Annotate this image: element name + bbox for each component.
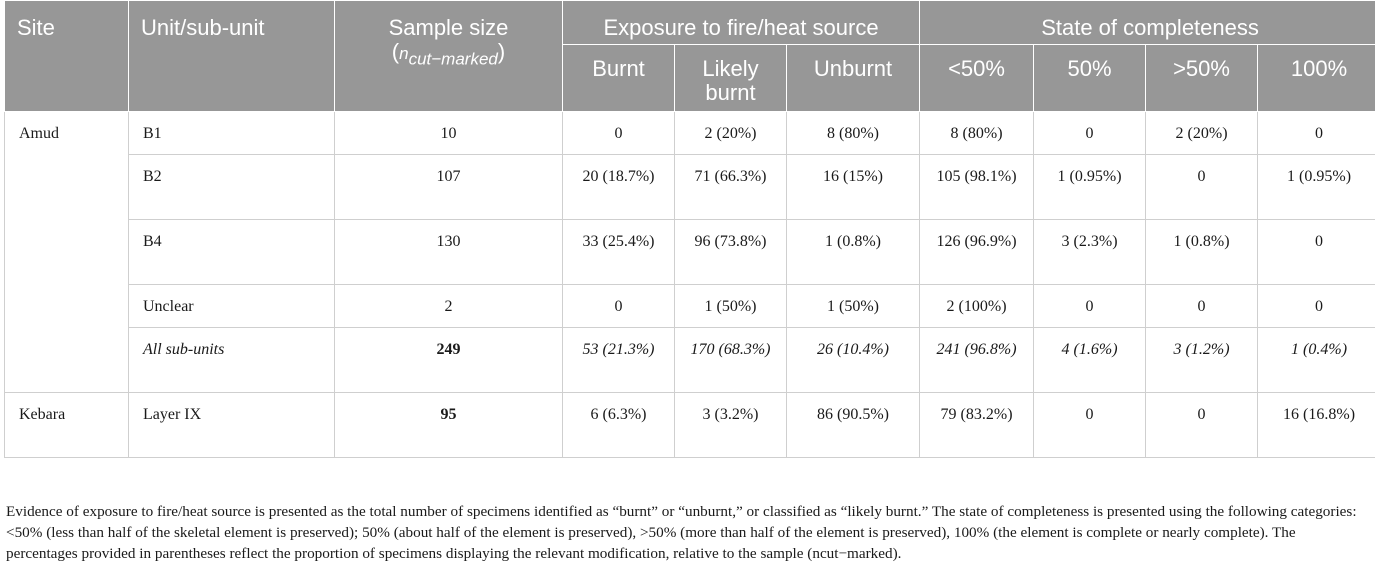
sample-size-cell: 107: [335, 155, 563, 220]
table-footnote: Evidence of exposure to fire/heat source…: [6, 501, 1370, 564]
eq50-cell: 3 (2.3%): [1034, 220, 1146, 285]
table-row: B2 107 20 (18.7%) 71 (66.3%) 16 (15%) 10…: [5, 155, 1375, 220]
unburnt-cell: 1 (0.8%): [787, 220, 920, 285]
unit-cell: All sub-units: [129, 328, 335, 393]
lt50-cell: 2 (100%): [920, 285, 1034, 328]
header-eq50: 50%: [1034, 45, 1146, 112]
sample-size-cell: 10: [335, 112, 563, 155]
header-site: Site: [5, 1, 129, 112]
table-row: Amud B1 10 0 2 (20%) 8 (80%) 8 (80%) 0 2…: [5, 112, 1375, 155]
unit-cell: B4: [129, 220, 335, 285]
eq50-cell: 4 (1.6%): [1034, 328, 1146, 393]
header-completeness-group: State of completeness: [920, 1, 1375, 45]
full-cell: 16 (16.8%): [1258, 393, 1375, 458]
unit-cell: B2: [129, 155, 335, 220]
unit-cell: Layer IX: [129, 393, 335, 458]
burnt-cell: 33 (25.4%): [563, 220, 675, 285]
sample-size-n: n: [399, 44, 408, 63]
unit-cell: Unclear: [129, 285, 335, 328]
gt50-cell: 0: [1146, 285, 1258, 328]
header-likely-burnt: Likely burnt: [675, 45, 787, 112]
eq50-cell: 0: [1034, 112, 1146, 155]
full-cell: 1 (0.95%): [1258, 155, 1375, 220]
unburnt-cell: 16 (15%): [787, 155, 920, 220]
full-cell: 1 (0.4%): [1258, 328, 1375, 393]
gt50-cell: 3 (1.2%): [1146, 328, 1258, 393]
gt50-cell: 2 (20%): [1146, 112, 1258, 155]
burnt-cell: 53 (21.3%): [563, 328, 675, 393]
data-table: Site Unit/sub-unit Sample size (ncut−mar…: [4, 0, 1375, 458]
header-exposure-group: Exposure to fire/heat source: [563, 1, 920, 45]
burnt-cell: 6 (6.3%): [563, 393, 675, 458]
sample-size-cell: 249: [335, 328, 563, 393]
header-full: 100%: [1258, 45, 1375, 112]
table-row: Kebara Layer IX 95 6 (6.3%) 3 (3.2%) 86 …: [5, 393, 1375, 458]
full-cell: 0: [1258, 112, 1375, 155]
gt50-cell: 0: [1146, 393, 1258, 458]
burnt-cell: 0: [563, 285, 675, 328]
likely-burnt-cell: 3 (3.2%): [675, 393, 787, 458]
full-cell: 0: [1258, 285, 1375, 328]
unburnt-cell: 1 (50%): [787, 285, 920, 328]
lt50-cell: 105 (98.1%): [920, 155, 1034, 220]
sample-size-label: Sample size: [389, 15, 509, 40]
header-gt50: >50%: [1146, 45, 1258, 112]
full-cell: 0: [1258, 220, 1375, 285]
header-row-top: Site Unit/sub-unit Sample size (ncut−mar…: [5, 1, 1375, 45]
table-row: Unclear 2 0 1 (50%) 1 (50%) 2 (100%) 0 0…: [5, 285, 1375, 328]
table-row: B4 130 33 (25.4%) 96 (73.8%) 1 (0.8%) 12…: [5, 220, 1375, 285]
sample-size-cell: 2: [335, 285, 563, 328]
eq50-cell: 1 (0.95%): [1034, 155, 1146, 220]
gt50-cell: 0: [1146, 155, 1258, 220]
sample-size-cell: 130: [335, 220, 563, 285]
burnt-cell: 20 (18.7%): [563, 155, 675, 220]
unburnt-cell: 86 (90.5%): [787, 393, 920, 458]
likely-burnt-cell: 71 (66.3%): [675, 155, 787, 220]
lt50-cell: 79 (83.2%): [920, 393, 1034, 458]
sample-size-paren-close: ): [498, 39, 505, 64]
burnt-cell: 0: [563, 112, 675, 155]
lt50-cell: 241 (96.8%): [920, 328, 1034, 393]
header-unburnt: Unburnt: [787, 45, 920, 112]
eq50-cell: 0: [1034, 393, 1146, 458]
sample-size-paren-open: (: [392, 39, 399, 64]
lt50-cell: 126 (96.9%): [920, 220, 1034, 285]
unburnt-cell: 8 (80%): [787, 112, 920, 155]
header-lt50: <50%: [920, 45, 1034, 112]
likely-burnt-cell: 1 (50%): [675, 285, 787, 328]
header-sample-size: Sample size (ncut−marked): [335, 1, 563, 112]
eq50-cell: 0: [1034, 285, 1146, 328]
site-cell: Amud: [5, 112, 129, 393]
sample-size-cell: 95: [335, 393, 563, 458]
header-unit: Unit/sub-unit: [129, 1, 335, 112]
likely-burnt-cell: 170 (68.3%): [675, 328, 787, 393]
sample-size-subscript: cut−marked: [409, 49, 498, 68]
likely-burnt-cell: 2 (20%): [675, 112, 787, 155]
site-cell: Kebara: [5, 393, 129, 458]
lt50-cell: 8 (80%): [920, 112, 1034, 155]
unburnt-cell: 26 (10.4%): [787, 328, 920, 393]
likely-burnt-cell: 96 (73.8%): [675, 220, 787, 285]
table-row-total: All sub-units 249 53 (21.3%) 170 (68.3%)…: [5, 328, 1375, 393]
unit-cell: B1: [129, 112, 335, 155]
gt50-cell: 1 (0.8%): [1146, 220, 1258, 285]
header-burnt: Burnt: [563, 45, 675, 112]
